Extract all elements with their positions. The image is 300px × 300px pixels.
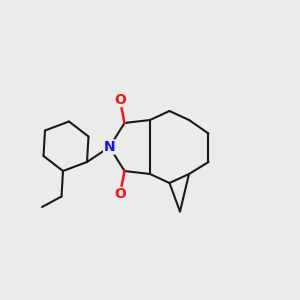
Text: O: O	[114, 188, 126, 201]
Text: O: O	[114, 93, 126, 106]
Text: N: N	[104, 140, 115, 154]
